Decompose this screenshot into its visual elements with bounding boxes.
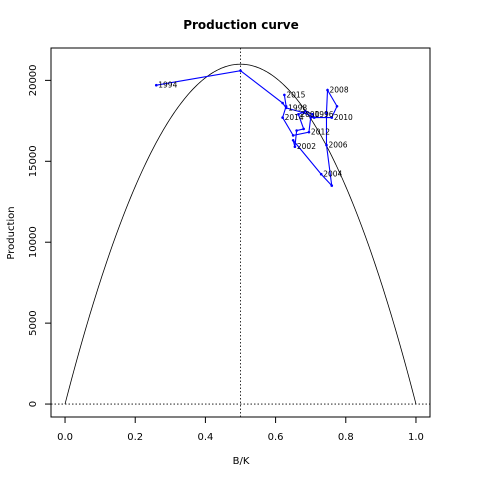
- x-axis: 0.0 0.2 0.4 0.6 0.8 1.0: [57, 417, 424, 443]
- data-point: [302, 127, 305, 131]
- data-point: [283, 93, 286, 97]
- point-label: 2006: [328, 141, 347, 150]
- x-tick-label: 0.8: [338, 432, 354, 443]
- x-tick-label: 0.6: [268, 432, 284, 443]
- data-point: [281, 116, 284, 119]
- point-label: 2012: [311, 128, 330, 137]
- production-curve: [64, 63, 417, 405]
- reference-curve-layer: [64, 63, 417, 405]
- chart-title: Production curve: [183, 18, 299, 32]
- data-point: [281, 101, 284, 105]
- data-point: [325, 143, 328, 147]
- point-label: 1994: [158, 81, 177, 90]
- reference-lines-layer: [51, 48, 430, 417]
- y-axis: 0 5000 10000 15000 20000: [28, 64, 51, 407]
- point-label: 1998: [288, 103, 307, 112]
- point-label: 2014: [285, 113, 304, 122]
- point-label: 2010: [334, 113, 353, 122]
- data-point: [312, 116, 316, 119]
- data-point: [291, 134, 295, 137]
- x-tick-label: 0.0: [57, 432, 73, 443]
- data-point: [297, 113, 300, 116]
- data-point: [291, 138, 295, 142]
- series-layer: [154, 69, 339, 188]
- data-point: [325, 111, 328, 115]
- y-axis-label: Production: [6, 206, 17, 259]
- trajectory-line: [156, 70, 338, 188]
- point-label: 2004: [323, 170, 342, 179]
- plot-frame: [50, 47, 431, 418]
- point-label: 2002: [297, 142, 316, 151]
- data-point: [154, 83, 158, 87]
- point-label: 2000: [300, 110, 319, 119]
- data-point: [295, 129, 298, 132]
- y-tick-label: 5000: [28, 310, 39, 335]
- y-tick-label: 15000: [28, 145, 39, 177]
- y-tick-label: 20000: [28, 64, 39, 96]
- x-axis-label: B/K: [233, 456, 250, 467]
- data-point: [239, 69, 242, 72]
- data-point: [304, 109, 307, 113]
- x-tick-label: 0.4: [197, 432, 213, 443]
- data-point: [307, 130, 311, 134]
- data-point: [309, 116, 312, 119]
- data-point: [326, 88, 329, 92]
- data-point: [284, 104, 288, 108]
- data-point: [330, 184, 334, 187]
- y-tick-label: 10000: [28, 226, 39, 258]
- data-point: [335, 104, 339, 108]
- data-point: [311, 113, 314, 116]
- data-point: [319, 172, 323, 176]
- x-tick-label: 1.0: [408, 432, 424, 443]
- data-point: [330, 116, 334, 119]
- point-label: 2015: [286, 90, 305, 99]
- point-label: 2008: [330, 86, 349, 95]
- y-tick-label: 0: [28, 401, 39, 407]
- data-point: [293, 145, 297, 149]
- point-label: 1996: [314, 110, 333, 119]
- data-point: [302, 111, 305, 115]
- x-tick-label: 0.2: [127, 432, 143, 443]
